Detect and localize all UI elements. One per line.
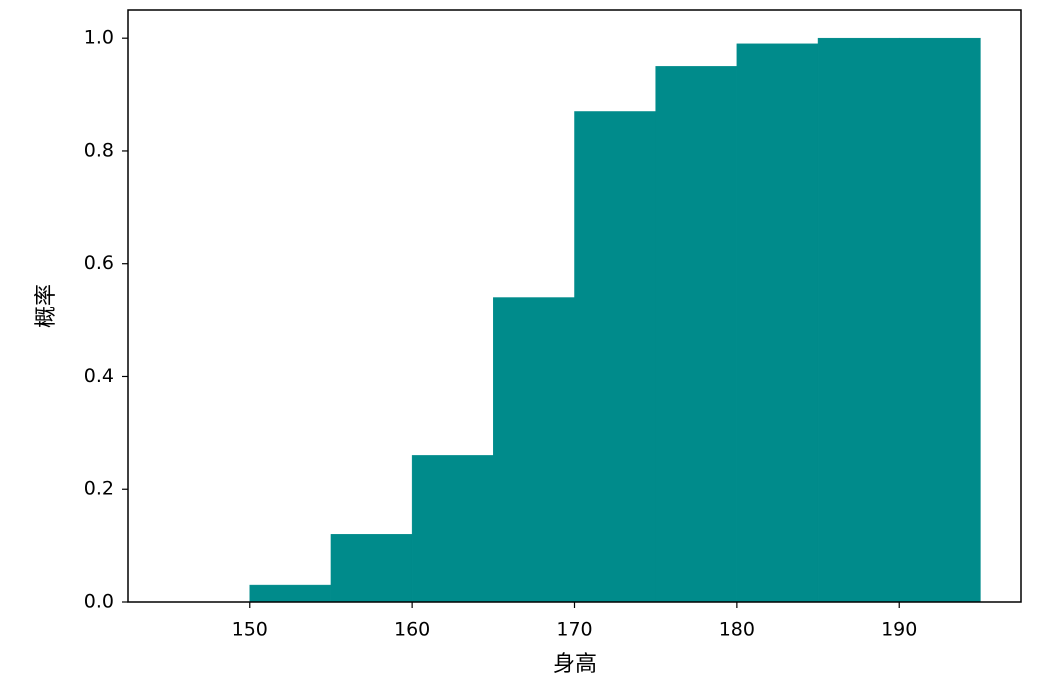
x-axis-label: 身高 <box>553 652 597 677</box>
y-tick-label: 0.8 <box>84 139 114 161</box>
bar <box>736 43 819 603</box>
y-axis-label: 概率 <box>34 284 59 328</box>
y-tick-label: 1.0 <box>84 27 114 49</box>
x-tick-label: 150 <box>232 619 268 641</box>
bar <box>493 297 575 603</box>
x-tick-label: 180 <box>719 619 755 641</box>
bar <box>574 111 656 603</box>
y-tick-label: 0.0 <box>84 591 114 613</box>
bar <box>411 455 494 603</box>
y-tick-label: 0.6 <box>84 252 114 274</box>
bar <box>655 66 738 603</box>
bar <box>249 584 332 603</box>
x-tick-label: 190 <box>881 619 917 641</box>
bar <box>330 534 413 603</box>
bar <box>898 37 981 603</box>
x-tick-label: 160 <box>394 619 430 641</box>
y-tick-label: 0.4 <box>84 365 114 387</box>
x-tick-label: 170 <box>556 619 592 641</box>
bar <box>817 37 900 603</box>
y-tick-label: 0.2 <box>84 478 114 500</box>
